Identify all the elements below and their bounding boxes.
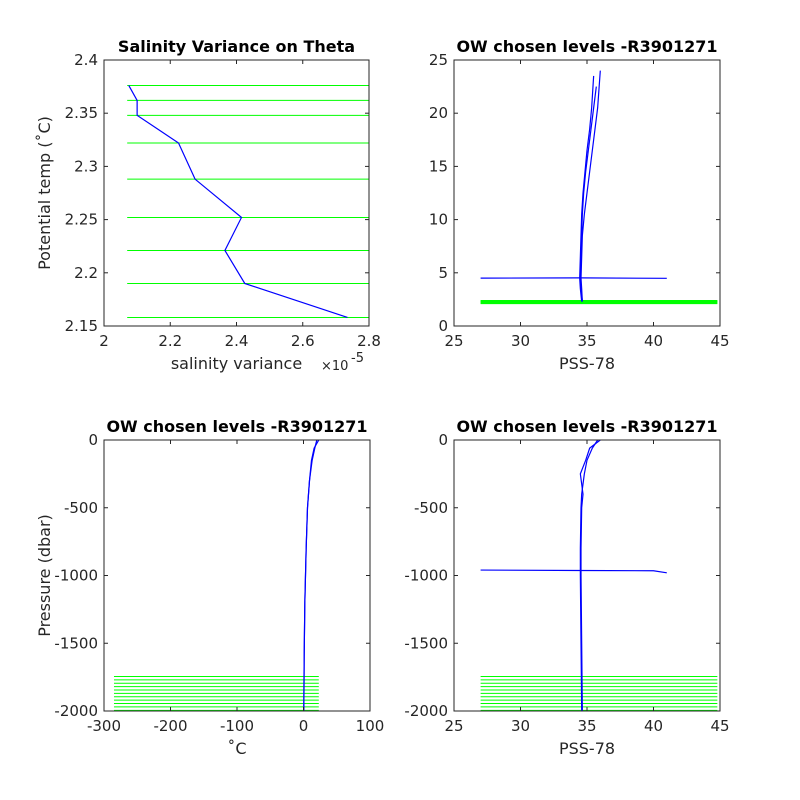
x-tick-label: 2.4 (225, 332, 249, 350)
y-tick-label: 20 (429, 104, 448, 122)
chart-title: Salinity Variance on Theta (118, 37, 355, 56)
y-tick-label: 10 (429, 211, 448, 229)
x-axis-label: salinity variance (171, 354, 302, 373)
y-tick-label: -1500 (404, 634, 448, 652)
x-tick-label: 25 (444, 717, 463, 735)
y-axis-label: Pressure (dbar) (35, 514, 54, 637)
y-tick-label: 2.2 (74, 264, 98, 282)
y-tick-label: 15 (429, 157, 448, 175)
y-tick-label: -500 (414, 499, 448, 517)
subplot-bottom-right: 25 30 35 40 45 -2000 -1500 -1000 -500 0 OW chosen … (404, 417, 729, 758)
x-tick-label: 40 (644, 717, 663, 735)
x-tick-label: 100 (356, 717, 385, 735)
y-tick-label: 0 (438, 431, 448, 449)
x-tick-label: 30 (511, 332, 530, 350)
y-tick-label: 2.35 (65, 104, 98, 122)
profile-line (303, 440, 320, 711)
x-tick-label: 2.6 (291, 332, 315, 350)
profile-line (480, 569, 667, 574)
y-axis-label: Potential temp (˚C) (35, 116, 54, 270)
chart-title: OW chosen levels -R3901271 (106, 417, 367, 436)
subplot-top-left: 2 2.2 2.4 2.6 2.8 2.15 2.2 2.25 2.3 2.35 2.4 Salini… (35, 37, 381, 374)
y-tick-label: -1500 (54, 634, 98, 652)
y-tick-label: 5 (438, 264, 448, 282)
plot-area (104, 440, 370, 711)
y-tick-label: 0 (88, 431, 98, 449)
x-tick-label: 35 (577, 332, 596, 350)
x-tick-label: 25 (444, 332, 463, 350)
x-tick-label: -300 (87, 717, 121, 735)
profile-line (579, 86, 597, 302)
y-tick-label: -2000 (404, 702, 448, 720)
y-tick-label: -500 (64, 499, 98, 517)
plot-data (480, 70, 718, 305)
chart-title: OW chosen levels -R3901271 (456, 37, 717, 56)
x-axis-label: PSS-78 (559, 739, 615, 758)
plot-area (454, 440, 720, 711)
y-tick-label: 25 (429, 51, 448, 69)
y-tick-label: -2000 (54, 702, 98, 720)
x-axis-exponent: ×10 (321, 359, 348, 374)
y-tick-label: 2.4 (74, 51, 98, 69)
y-tick-label: 2.3 (74, 157, 98, 175)
x-tick-label: 40 (644, 332, 663, 350)
y-tick-label: 0 (438, 317, 448, 335)
x-tick-label: 45 (710, 332, 729, 350)
subplot-top-right: 25 30 35 40 45 0 5 10 15 20 25 OW chosen levels -R3… (429, 37, 730, 373)
x-tick-label: 0 (299, 717, 309, 735)
chart-title: OW chosen levels -R3901271 (456, 417, 717, 436)
y-tick-label: -1000 (54, 567, 98, 585)
y-tick-label: -1000 (404, 567, 448, 585)
x-tick-label: -200 (153, 717, 187, 735)
profile-line (579, 75, 595, 302)
x-tick-label: -100 (220, 717, 254, 735)
plot-data (480, 440, 718, 711)
plot-data (127, 85, 369, 319)
x-axis-label: PSS-78 (559, 354, 615, 373)
y-tick-label: 2.25 (65, 211, 98, 229)
x-tick-label: 2.8 (357, 332, 381, 350)
x-axis-label: ˚C (227, 739, 246, 758)
x-tick-label: 2.2 (158, 332, 182, 350)
x-tick-label: 35 (577, 717, 596, 735)
plot-data (113, 440, 320, 711)
x-tick-label: 30 (511, 717, 530, 735)
profile-line (579, 440, 599, 711)
profile-line (128, 85, 348, 319)
x-axis-exponent-power: -5 (351, 351, 364, 366)
profile-line (579, 440, 601, 711)
x-tick-label: 2 (99, 332, 109, 350)
plot-area (104, 60, 369, 326)
x-tick-label: 45 (710, 717, 729, 735)
y-tick-label: 2.15 (65, 317, 98, 335)
profile-line (580, 70, 601, 302)
